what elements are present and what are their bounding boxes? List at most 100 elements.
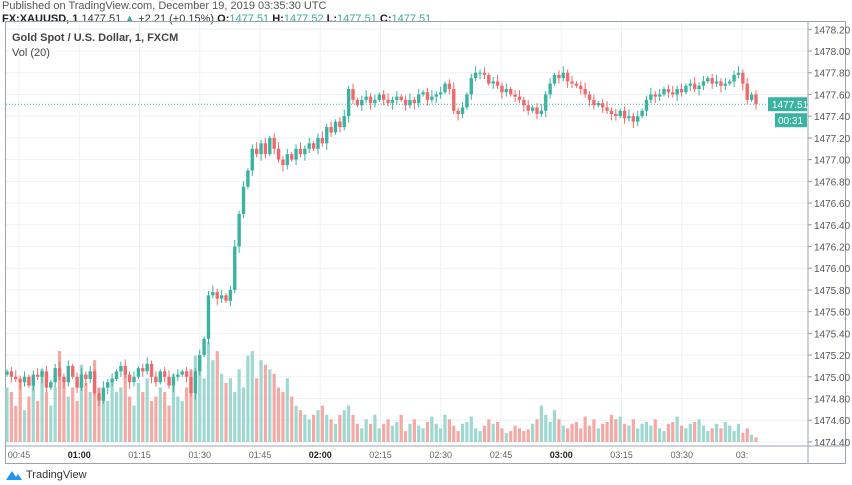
candle-body (561, 72, 565, 79)
candle-body (517, 96, 522, 100)
y-tick-label: 1475.80 (814, 286, 851, 297)
volume-bar (263, 364, 268, 442)
symbol-name: FX:XAUUSD, 1 (2, 13, 79, 25)
volume-bar (408, 423, 412, 442)
candle-body (377, 94, 381, 100)
volume-bar (566, 428, 570, 442)
volume-bar (662, 431, 666, 442)
candle-body (732, 74, 736, 82)
candle-body (110, 378, 114, 383)
candle-body (158, 371, 162, 383)
volume-bar (517, 428, 522, 442)
candle-body (390, 99, 395, 104)
candle-body (106, 382, 110, 388)
candle-body (469, 78, 473, 95)
volume-bar (119, 387, 123, 442)
candle-body (570, 81, 574, 84)
volume-bar (84, 382, 88, 442)
volume-bar (460, 423, 465, 442)
low-value: 1477.51 (337, 13, 377, 25)
candle-body (294, 148, 298, 160)
candle-body (671, 92, 675, 95)
candle-body (649, 94, 653, 100)
volume-bar (36, 401, 40, 442)
volume-bar (425, 422, 430, 442)
candle-body (583, 89, 587, 95)
candle-body (53, 368, 57, 383)
volume-bar (745, 428, 749, 442)
volume-bar (128, 396, 132, 442)
volume-bar (693, 422, 697, 442)
y-tick-label: 1476.20 (814, 242, 851, 253)
candle-body (640, 110, 644, 117)
volume-bar (241, 387, 246, 442)
candle-body (180, 371, 184, 375)
legend-title: Gold Spot / U.S. Dollar, 1, FXCM (12, 32, 179, 44)
volume-bar (154, 396, 158, 442)
volume-bar (180, 401, 184, 442)
candle-body (754, 94, 758, 105)
chart-frame[interactable] (5, 21, 846, 464)
y-tick-label: 1477.40 (814, 112, 851, 123)
volume-bar (351, 414, 355, 442)
tradingview-logo[interactable]: TradingView (5, 469, 87, 481)
candle-body (62, 376, 66, 383)
candle-body (259, 143, 263, 155)
candle-body (285, 154, 290, 166)
volume-bar (189, 369, 193, 442)
volume-bar (285, 378, 289, 442)
candle-body (228, 289, 233, 301)
candle-body (535, 107, 539, 114)
candle-body (395, 96, 399, 100)
candle-body (386, 99, 390, 104)
volume-bar (390, 425, 395, 442)
candle-body (88, 371, 92, 379)
candle-body (79, 374, 84, 388)
volume-bar (215, 351, 219, 442)
candle-body (27, 376, 31, 386)
volume-bar (106, 401, 110, 442)
volume-bar (88, 392, 92, 442)
volume-bar (487, 419, 491, 442)
y-tick-label: 1477.20 (814, 134, 851, 145)
volume-bar (211, 360, 215, 442)
volume-bar (97, 387, 101, 442)
candle-body (5, 371, 9, 375)
high-label: H: (272, 13, 284, 25)
volume-bar (539, 405, 543, 442)
candle-body (167, 376, 171, 386)
volume-bar (522, 431, 526, 442)
candle-body (434, 94, 438, 97)
volume-bar (456, 431, 460, 442)
candle-body (198, 355, 202, 372)
candle-body (636, 116, 640, 122)
candle-body (495, 81, 500, 86)
candle-body (206, 295, 211, 339)
volume-bar (688, 423, 692, 442)
candle-body (736, 72, 741, 75)
volume-bar (412, 419, 416, 442)
y-tick-label: 1478.20 (814, 25, 851, 36)
volume-bar (307, 419, 311, 442)
candle-body (719, 81, 723, 86)
candle-body (263, 143, 268, 155)
x-tick-label: 02:30 (429, 450, 452, 460)
candle-body (303, 148, 307, 155)
x-tick-label: 01:00 (68, 450, 91, 460)
candle-body (281, 159, 285, 166)
candle-body (579, 85, 583, 90)
candle-body (609, 110, 614, 114)
candle-body (193, 371, 198, 394)
volume-bar (18, 378, 22, 442)
volume-bar (609, 414, 614, 442)
volume-bar (246, 355, 250, 442)
candle-body (456, 110, 460, 114)
x-tick-label: 02:15 (369, 450, 392, 460)
volume-bar (631, 419, 635, 442)
price-change: +2.21 (+0.15%) (138, 13, 215, 25)
candle-body (14, 376, 18, 379)
volume-bar (71, 387, 75, 442)
x-tick-label: 03:00 (550, 450, 573, 460)
brand-name: TradingView (26, 469, 87, 481)
